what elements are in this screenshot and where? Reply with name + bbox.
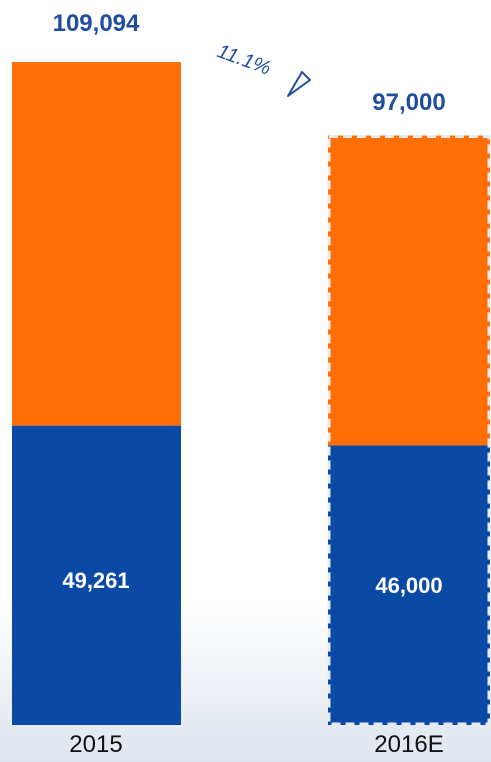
total-label-2015: 109,094 (53, 10, 140, 37)
estimate-dashed-border (327, 134, 491, 726)
x-tick-label-2015: 2015 (69, 731, 122, 758)
bar-segment-2016e-lower (328, 445, 490, 725)
decline-arrow-icon (287, 71, 311, 97)
segment-label-2015: 49,261 (62, 568, 129, 593)
bar-segment-2015-upper (12, 62, 181, 426)
bars-layer (12, 62, 491, 726)
segment-label-2016e: 46,000 (375, 573, 442, 598)
total-label-2016e: 97,000 (372, 89, 445, 116)
bar-segment-2016e-upper (328, 135, 490, 446)
bar-segment-2015-lower (12, 425, 181, 725)
growth-rate-label: 11.1% (214, 40, 273, 80)
x-tick-label-2016e: 2016E (374, 731, 443, 758)
